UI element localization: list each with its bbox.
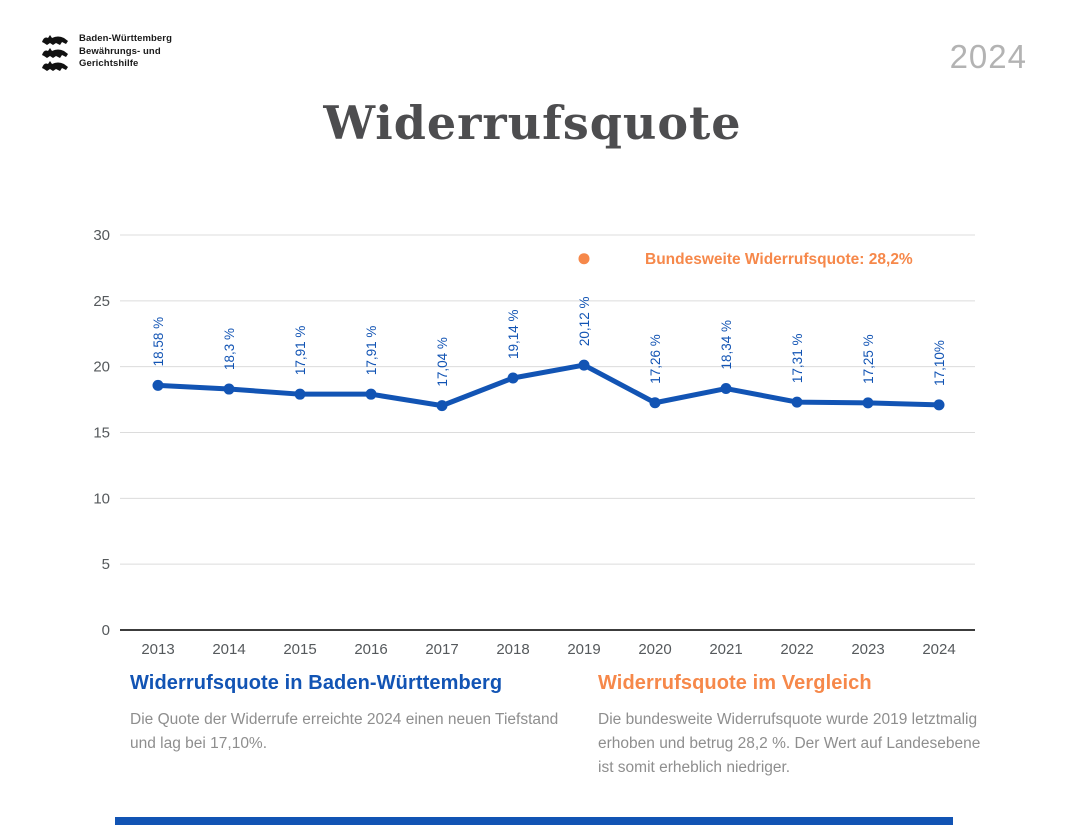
footer-body-bw: Die Quote der Widerrufe erreichte 2024 e…	[130, 711, 559, 753]
year-badge: 2024	[949, 38, 1027, 75]
logo-text: Baden-Württemberg Bewährungs- und Gerich…	[79, 33, 172, 70]
footer-heading-bw: Widerrufsquote in Baden-Württemberg	[130, 672, 503, 694]
data-point-label: 18,34 %	[719, 320, 734, 370]
y-axis-tick-label: 30	[93, 227, 110, 244]
series-line	[155, 362, 942, 409]
logo-text-line1: Baden-Württemberg	[79, 33, 173, 45]
footer-section-vergleich: Widerrufsquote im Vergleich Die bundeswe…	[598, 672, 996, 780]
logo-text-line2: Bewährungs- und	[79, 45, 161, 57]
data-point	[578, 359, 590, 371]
x-axis-tick-label: 2015	[283, 641, 316, 658]
bundesweit-point	[578, 253, 590, 265]
bw-three-lions-icon	[42, 35, 68, 71]
x-axis-tick-label: 2018	[496, 641, 529, 658]
data-point	[152, 379, 164, 391]
data-point	[365, 388, 377, 400]
data-point-label: 18,3 %	[222, 328, 237, 370]
y-axis-tick-label: 20	[93, 359, 110, 376]
x-axis-tick-label: 2014	[212, 641, 245, 658]
x-axis-tick-label: 2024	[922, 641, 955, 658]
data-point	[649, 397, 661, 409]
y-axis-tick-label: 0	[102, 622, 110, 639]
page-title: Widerrufsquote	[323, 96, 742, 150]
data-point	[791, 396, 803, 408]
data-point	[507, 372, 519, 384]
x-axis-tick-label: 2023	[851, 641, 884, 658]
x-axis-tick-label: 2021	[709, 641, 742, 658]
x-axis-tick-label: 2017	[425, 641, 458, 658]
data-point-label: 17,26 %	[648, 334, 663, 384]
data-point	[223, 383, 235, 395]
x-axis-tick-label: 2022	[780, 641, 813, 658]
footer-body-vergleich: Die bundesweite Widerrufsquote wurde 201…	[598, 711, 981, 777]
y-axis-tick-label: 5	[102, 556, 110, 573]
data-point-label: 17,25 %	[861, 334, 876, 384]
data-point	[436, 400, 448, 412]
x-axis-tick-label: 2013	[141, 641, 174, 658]
data-point-label: 17,31 %	[790, 334, 805, 384]
footer-heading-vergleich: Widerrufsquote im Vergleich	[598, 672, 872, 694]
line-chart: 0 5 10 15 20 25 30 2013 2014 2015 2016 2017 2018 2019…	[65, 222, 985, 672]
footer-accent-bar	[115, 817, 953, 825]
logo-text-line3: Gerichtshilfe	[79, 58, 139, 70]
data-point	[862, 397, 874, 409]
y-axis-tick-label: 15	[93, 425, 110, 442]
y-axis-tick-label: 25	[93, 293, 110, 310]
data-point-label: 17,91 %	[364, 326, 379, 376]
x-axis-tick-label: 2020	[638, 641, 671, 658]
x-axis-tick-label: 2019	[567, 641, 600, 658]
data-point-label: 19,14 %	[506, 309, 521, 359]
x-axis-tick-label: 2016	[354, 641, 387, 658]
data-point-label: 20,12 %	[577, 297, 592, 347]
bundesweit-annotation-label: Bundesweite Widerrufsquote: 28,2%	[645, 251, 913, 268]
y-axis-tick-label: 10	[93, 490, 110, 507]
data-point-label: 17,10%	[932, 340, 947, 386]
data-point	[294, 388, 306, 400]
bw-logo: Baden-Württemberg Bewährungs- und Gerich…	[40, 32, 172, 72]
data-point	[933, 399, 945, 411]
data-point-label: 17,04 %	[435, 337, 450, 387]
data-point-label: 17,91 %	[293, 326, 308, 376]
footer-section-bw: Widerrufsquote in Baden-Württemberg Die …	[130, 672, 560, 756]
data-point	[720, 383, 732, 395]
widerrufsquote-chart-svg: 0 5 10 15 20 25 30 2013 2014 2015 2016 2017 2018 2019…	[93, 227, 975, 658]
data-point-label: 18.58 %	[151, 317, 166, 367]
